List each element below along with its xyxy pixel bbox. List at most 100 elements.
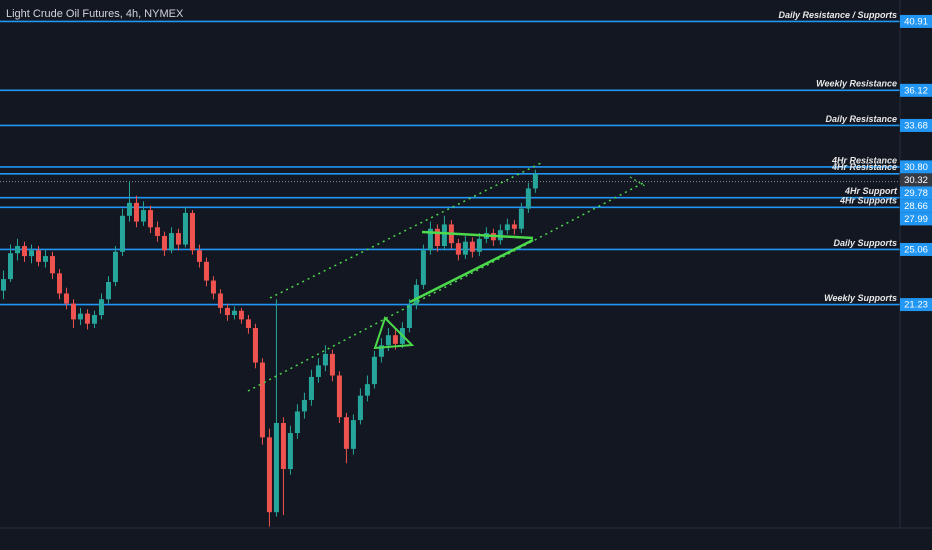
candle-body (420, 250, 426, 285)
level-label: 4Hr Resistance (831, 155, 897, 165)
level-label: Weekly Resistance (816, 79, 897, 89)
candle-body (462, 241, 468, 255)
price-tag-label: 28.66 (904, 201, 928, 212)
candle-body (238, 310, 244, 320)
candle-body (504, 224, 510, 231)
candle-body (378, 345, 384, 357)
candle-body (273, 422, 279, 513)
candles (0, 169, 538, 527)
candle-body (196, 250, 202, 262)
candle-body (441, 224, 447, 247)
level-label: 4Hr Support (844, 186, 898, 196)
candle-body (476, 238, 482, 252)
candle-body (280, 422, 286, 470)
candle-body (28, 250, 34, 257)
candle-body (105, 281, 111, 300)
candle-body (245, 319, 251, 329)
price-tag (900, 160, 932, 174)
candle-body (98, 299, 104, 316)
candle-body (224, 307, 230, 316)
candle-body (455, 243, 461, 255)
candle-body (469, 241, 475, 252)
candle-body (203, 261, 209, 281)
candle-body (42, 256, 48, 262)
candle-body (14, 246, 20, 254)
candle-body (511, 224, 517, 229)
candle-body (532, 173, 538, 189)
candle-body (329, 353, 335, 376)
candle-body (175, 233, 181, 245)
price-tag-label: 21.23 (904, 300, 928, 311)
candle-body (77, 313, 83, 320)
candle-body (21, 246, 27, 257)
candle-body (385, 335, 391, 346)
price-tag (900, 242, 932, 256)
level-label: Daily Resistance (825, 114, 897, 124)
rising-support (409, 238, 534, 304)
candle-body (231, 310, 237, 316)
candle-body (525, 188, 531, 209)
candle-body (392, 335, 398, 344)
price-tag-label: 40.91 (904, 16, 928, 27)
candle-body (252, 328, 258, 363)
candle-body (259, 362, 265, 438)
candle-body (343, 417, 349, 449)
trend-drawings (247, 161, 646, 392)
candle-body (154, 227, 160, 236)
triangle (373, 316, 415, 350)
candle-body (133, 202, 139, 222)
candle-body (427, 228, 433, 251)
channel-lower (247, 181, 646, 392)
candle-body (56, 273, 62, 294)
candle-body (84, 313, 90, 324)
price-tag (900, 118, 932, 132)
price-tag (900, 298, 932, 312)
candle-body (126, 202, 132, 216)
price-tag-label: 33.68 (904, 120, 928, 131)
candle-body (371, 356, 377, 385)
candle-body (91, 315, 97, 324)
candle-body (217, 293, 223, 308)
price-tag (900, 199, 932, 213)
candle-body (413, 284, 419, 306)
price-tag-label: 36.12 (904, 85, 928, 96)
price-tag (900, 173, 932, 187)
level-label: Daily Resistance / Supports (778, 10, 897, 20)
level-label: 4Hr Resistance (831, 162, 897, 172)
candle-body (434, 228, 440, 247)
price-tag (900, 212, 932, 226)
candle-body (322, 353, 328, 366)
price-tags: 40.91 36.12 33.68 30.80 30.32 29.78 28.66 27.99… (900, 14, 932, 312)
candle-body (518, 208, 524, 229)
candle-body (287, 433, 293, 470)
candle-body (63, 293, 69, 304)
candle-body (35, 250, 41, 262)
candle-body (210, 280, 216, 294)
pennant-top (421, 230, 534, 240)
price-tag (900, 83, 932, 97)
candle-body (168, 233, 174, 251)
candle-body (315, 365, 321, 377)
candle-body (308, 376, 314, 400)
price-tag-label: 30.80 (904, 162, 928, 173)
candle-body (336, 375, 342, 418)
chart-title: Light Crude Oil Futures, 4h, NYMEX (6, 8, 184, 20)
price-tag (900, 186, 932, 200)
candle-body (182, 212, 188, 245)
price-tag-label: 29.78 (904, 188, 928, 199)
price-axis (900, 0, 932, 528)
candle-body (357, 395, 363, 421)
candle-body (189, 212, 195, 251)
price-tag (900, 14, 932, 28)
levels: Daily Resistance / Supports Weekly Resist… (0, 10, 900, 306)
candle-body (161, 235, 167, 251)
candle-body (294, 411, 300, 434)
candle-body (140, 210, 146, 222)
candle-body (70, 303, 76, 320)
candle-body (147, 210, 153, 228)
level-label: Daily Supports (833, 238, 897, 248)
price-tag-label: 27.99 (904, 214, 928, 225)
price-tag-label: 30.32 (904, 175, 928, 186)
